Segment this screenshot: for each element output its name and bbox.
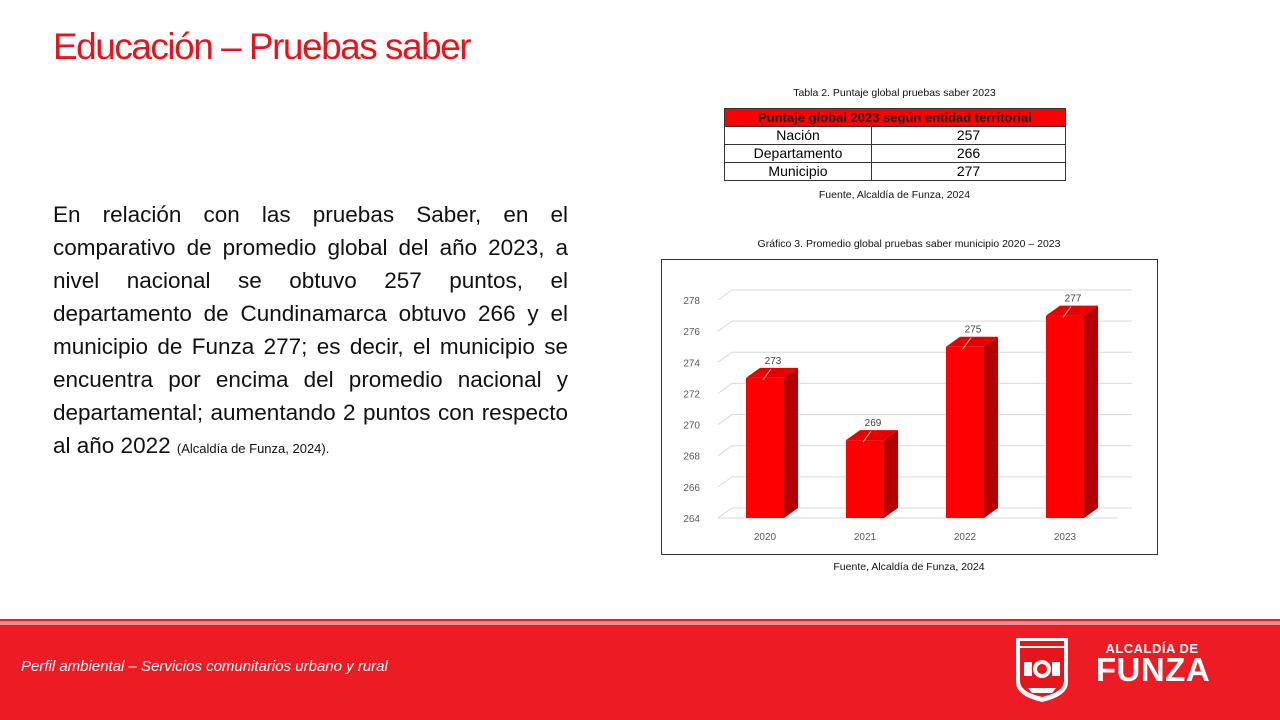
table-cell-label: Municipio [724,162,872,181]
bar-top [1046,305,1098,316]
y-tick-label: 264 [683,514,700,525]
bar [846,440,884,518]
table-row: Nación 257 [724,126,1066,145]
x-tick-label: 2022 [954,532,977,543]
bar-chart: 264 266 268 270 272 274 276 278 273 2020 269 2021 27… [683,289,1132,543]
y-tick-label: 268 [683,452,700,463]
bar-side [784,367,798,518]
bar-side [984,336,998,518]
chart-frame: 264 266 268 270 272 274 276 278 273 2020 269 2021 27… [661,259,1158,555]
data-label: 277 [1065,294,1082,305]
table-header-row: Puntaje global 2023 según entidad territ… [724,108,1066,127]
x-tick-label: 2020 [754,532,777,543]
table-cell-value: 257 [871,126,1066,145]
logo-subtitle: ALCALDÍA DE [1105,641,1199,656]
bar [1046,315,1084,518]
body-citation: (Alcaldía de Funza, 2024). [176,441,330,456]
table-cell-value: 277 [871,162,1066,181]
table-header: Puntaje global 2023 según entidad territ… [724,108,1066,127]
table-row: Municipio 277 [724,162,1066,181]
gridline-depth [717,445,733,457]
shield-icon [1016,638,1068,702]
table-row: Departamento 266 [724,144,1066,163]
data-label-leader [762,368,772,381]
gridline-depth [717,320,733,332]
y-tick-label: 272 [683,389,700,400]
bar-top [846,430,898,441]
footer-divider [0,621,1280,625]
body-paragraph: En relación con las pruebas Saber, en el… [53,198,568,465]
footer-text: Perfil ambiental – Servicios comunitario… [21,658,388,675]
bar [946,346,984,518]
table-source: Fuente, Alcaldía de Funza, 2024 [818,189,971,201]
bar [746,377,784,518]
table-caption: Tabla 2. Puntaje global pruebas saber 20… [793,87,996,99]
y-tick-label: 276 [683,327,700,338]
chart-caption: Gráfico 3. Promedio global pruebas saber… [757,238,1061,250]
bar-side [884,430,898,518]
chart-source: Fuente, Alcaldía de Funza, 2024 [833,561,985,573]
score-table: Puntaje global 2023 según entidad territ… [724,108,1066,181]
gridline-depth [717,351,733,363]
bar-top [946,336,998,347]
bar-top [746,367,798,378]
logo-title: FUNZA [1095,651,1211,688]
table-cell-value: 266 [871,144,1066,163]
gridline-depth [717,414,733,425]
data-label-leader [1062,306,1072,318]
gridline-depth [717,476,733,488]
data-label-leader [962,337,972,350]
gridline-depth [717,383,733,394]
table-cell-label: Departamento [724,144,872,163]
data-label-leader [862,430,872,443]
x-tick-label: 2021 [854,532,877,543]
body-text: En relación con las pruebas Saber, en el… [53,202,568,458]
bar-side [1084,305,1098,518]
y-tick-label: 270 [683,421,700,432]
gridline-depth [717,289,733,301]
y-tick-label: 274 [683,358,700,369]
data-label: 269 [865,418,882,429]
x-tick-label: 2023 [1054,532,1077,543]
data-label: 275 [965,325,982,336]
table-cell-label: Nación [724,126,872,145]
data-label: 273 [765,356,782,367]
page-title: Educación – Pruebas saber [53,26,472,67]
y-tick-label: 266 [683,483,700,494]
y-tick-label: 278 [683,296,700,307]
gridline-depth [717,507,733,519]
